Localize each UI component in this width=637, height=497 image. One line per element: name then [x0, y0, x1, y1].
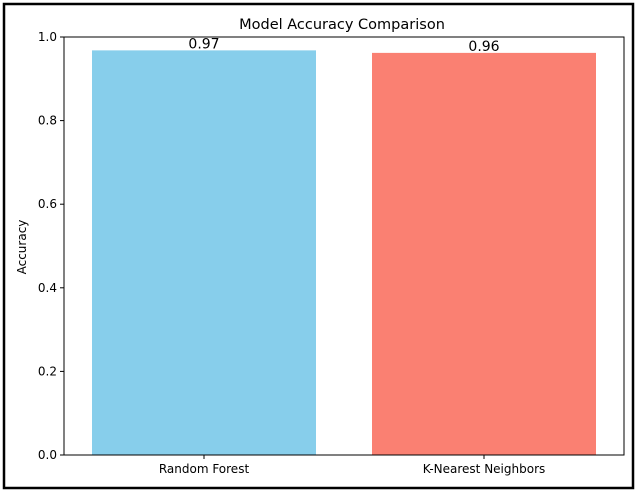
x-tick-label-2: K-Nearest Neighbors — [423, 462, 546, 476]
bar-1 — [92, 50, 316, 455]
y-tick-label-3: 0.4 — [38, 281, 57, 295]
y-tick-label-2: 0.2 — [38, 364, 57, 378]
y-tick-label-5: 0.8 — [38, 114, 57, 128]
data-label-1: 0.97 — [188, 36, 219, 52]
plot-area: 0.97 Random Forest 0.96 K-Nearest Neighbors… — [38, 30, 625, 476]
y-tick-label-6: 1.0 — [38, 30, 57, 44]
data-label-2: 0.96 — [468, 39, 499, 55]
chart-title: Model Accuracy Comparison — [239, 17, 445, 33]
y-tick-label-4: 0.6 — [38, 197, 57, 211]
y-tick-label-1: 0.0 — [38, 448, 57, 462]
y-axis-label: Accuracy — [15, 220, 29, 275]
x-tick-label-1: Random Forest — [159, 462, 250, 476]
plot-frame — [63, 36, 625, 456]
bar-2 — [372, 52, 596, 455]
